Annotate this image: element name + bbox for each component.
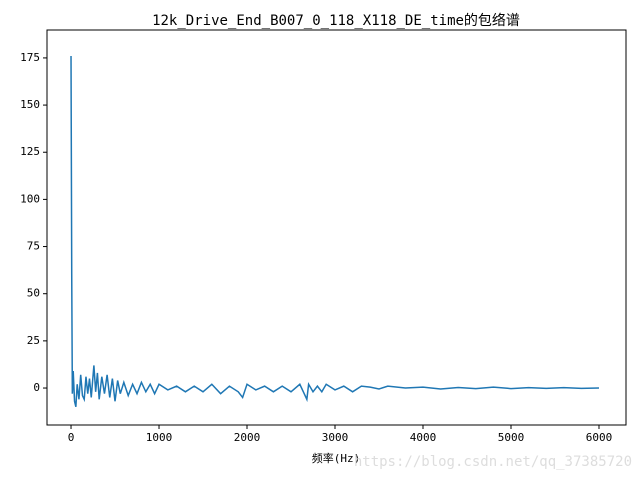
y-tick-label: 50: [27, 287, 40, 300]
y-tick-label: 0: [33, 381, 40, 394]
y-tick-label: 150: [20, 98, 40, 111]
y-tick-label: 75: [27, 240, 40, 253]
chart-title: 12k_Drive_End_B007_0_118_X118_DE_time的包络…: [152, 13, 520, 29]
x-tick-label: 6000: [586, 431, 613, 444]
y-tick-label: 125: [20, 145, 40, 158]
watermark: https://blog.csdn.net/qq_37385720: [354, 454, 632, 470]
x-tick-label: 4000: [410, 431, 437, 444]
x-tick-label: 5000: [498, 431, 525, 444]
plot-frame: [46, 29, 627, 426]
y-tick-label: 100: [20, 192, 40, 205]
data-line: [70, 56, 600, 408]
x-tick-label: 2000: [234, 431, 261, 444]
x-tick-label: 1000: [146, 431, 173, 444]
y-tick-label: 175: [20, 51, 40, 64]
x-tick-label: 3000: [322, 431, 349, 444]
y-tick-label: 25: [27, 334, 40, 347]
x-axis-label: 频率(Hz): [312, 451, 361, 465]
x-tick-label: 0: [68, 431, 75, 444]
